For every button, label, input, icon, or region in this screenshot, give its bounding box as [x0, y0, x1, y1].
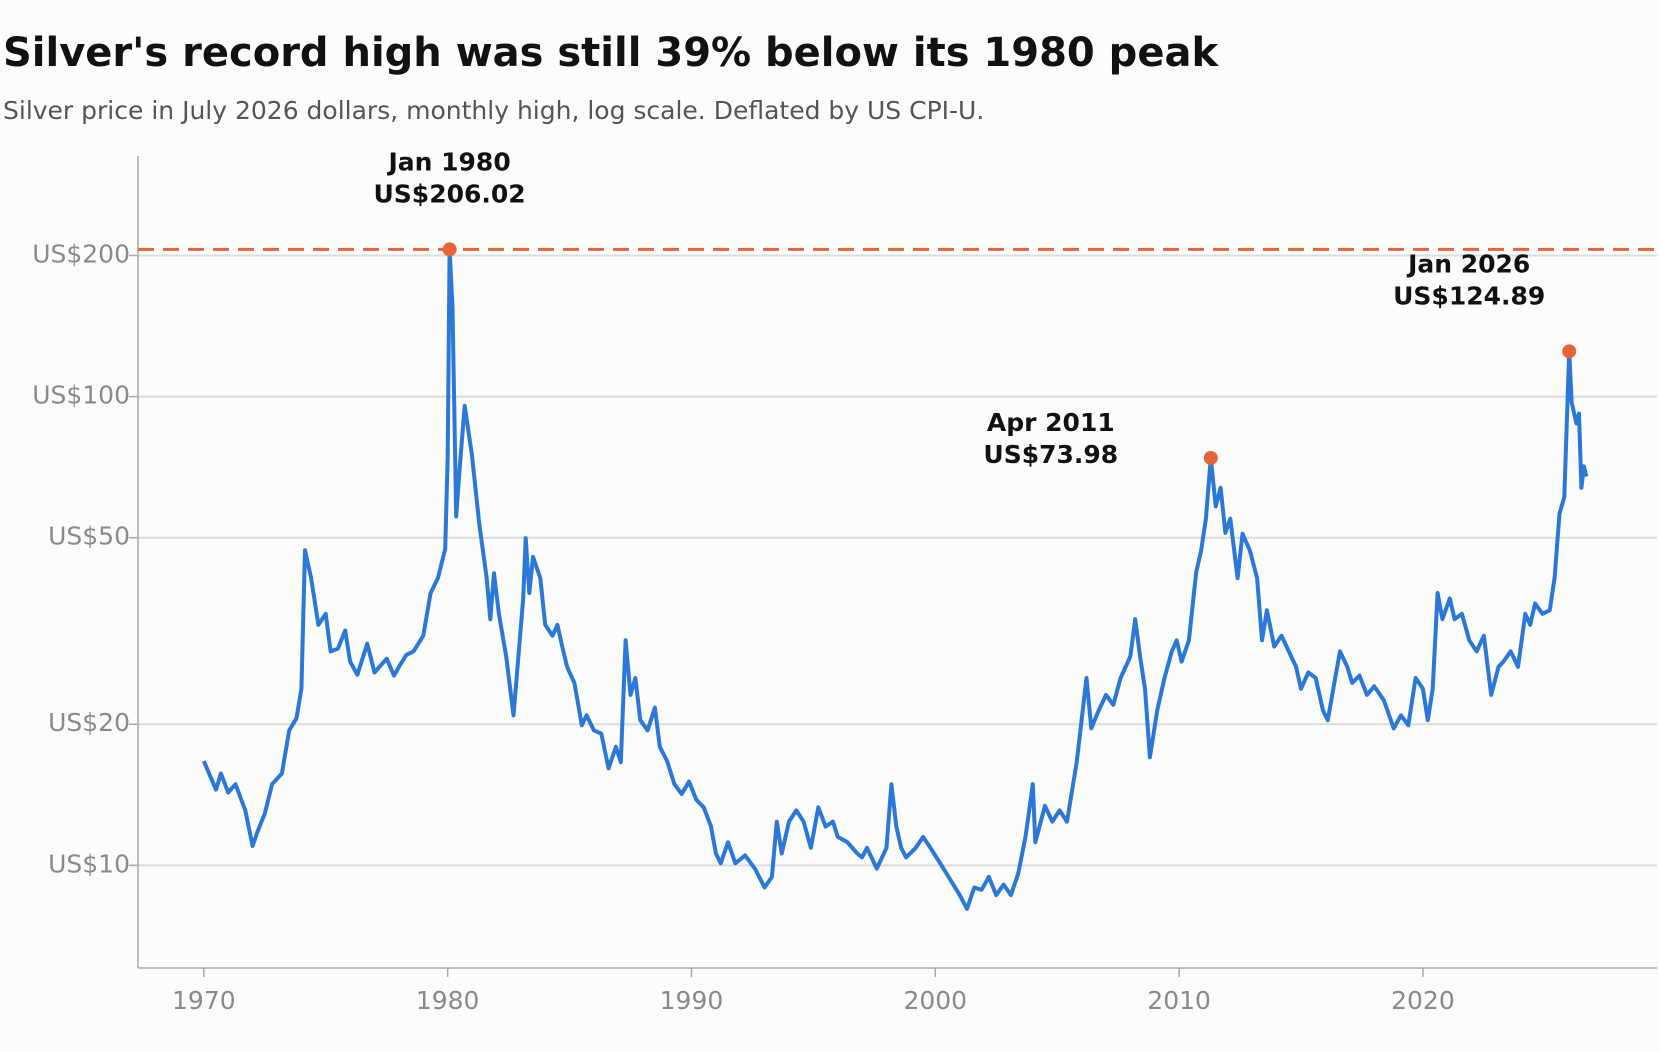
annotation-label: US$124.89 [1393, 281, 1545, 310]
x-tick-label: 2000 [903, 986, 967, 1015]
chart-title: Silver's record high was still 39% below… [3, 30, 1219, 76]
price-line [201, 247, 1589, 911]
annotation-label: US$206.02 [374, 179, 526, 208]
x-tick-label: 2020 [1391, 986, 1455, 1015]
x-tick-label: 2010 [1147, 986, 1211, 1015]
annotation-point [442, 242, 457, 257]
x-tick-label: 1970 [172, 986, 236, 1015]
y-tick-label: US$50 [48, 522, 130, 551]
x-tick-label: 1990 [660, 986, 724, 1015]
y-tick-label: US$20 [48, 708, 130, 737]
y-tick-label: US$10 [48, 849, 130, 878]
annotation-point [1203, 450, 1218, 465]
x-tick-label: 1980 [416, 986, 480, 1015]
annotation-point [1562, 344, 1577, 359]
annotation-date: Apr 2011 [987, 408, 1115, 437]
y-tick-label: US$200 [32, 239, 130, 268]
chart-subtitle: Silver price in July 2026 dollars, month… [3, 96, 984, 125]
annotation-date: Jan 2026 [1406, 249, 1530, 278]
y-tick-label: US$100 [32, 381, 130, 410]
annotation-date: Jan 1980 [386, 147, 510, 176]
annotation-label: US$73.98 [983, 440, 1118, 469]
